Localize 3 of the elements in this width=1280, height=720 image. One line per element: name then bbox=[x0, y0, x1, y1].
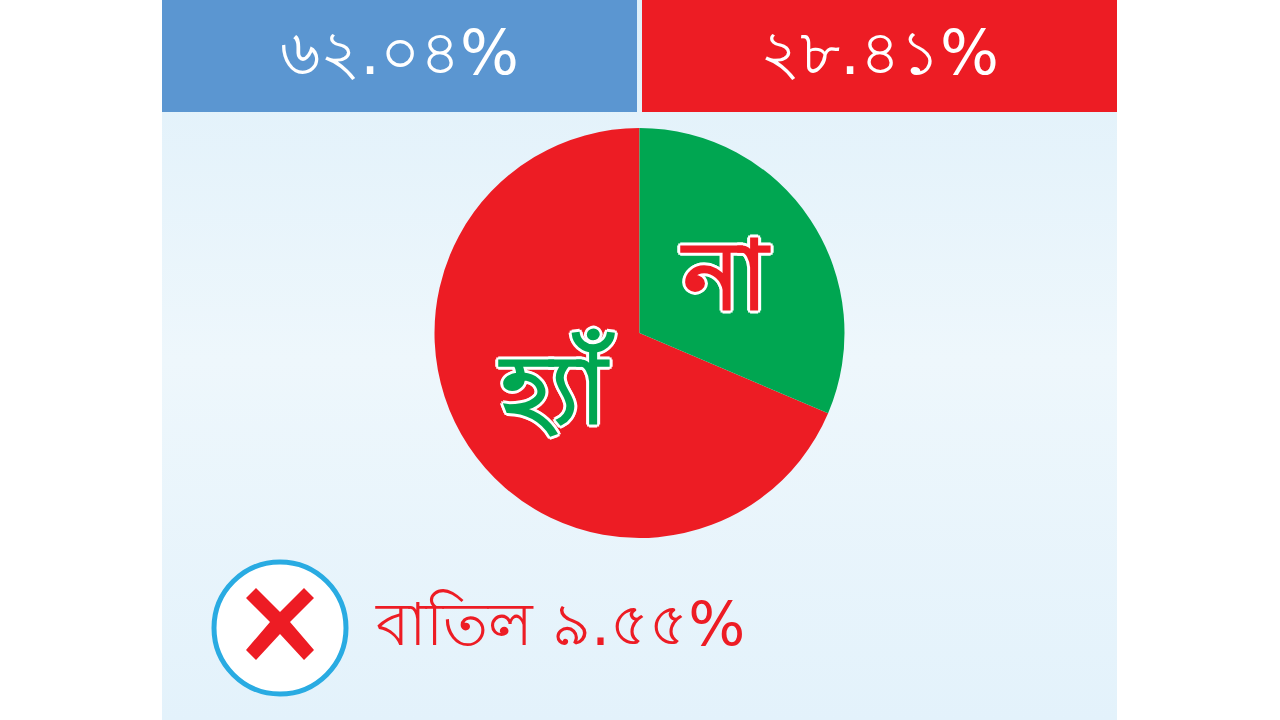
data-label: ৬২.০৪% bbox=[162, 0, 637, 112]
data-label: ২৮.৪১% bbox=[642, 0, 1117, 112]
text: বাতিল ৯.৫৫% bbox=[376, 588, 746, 661]
